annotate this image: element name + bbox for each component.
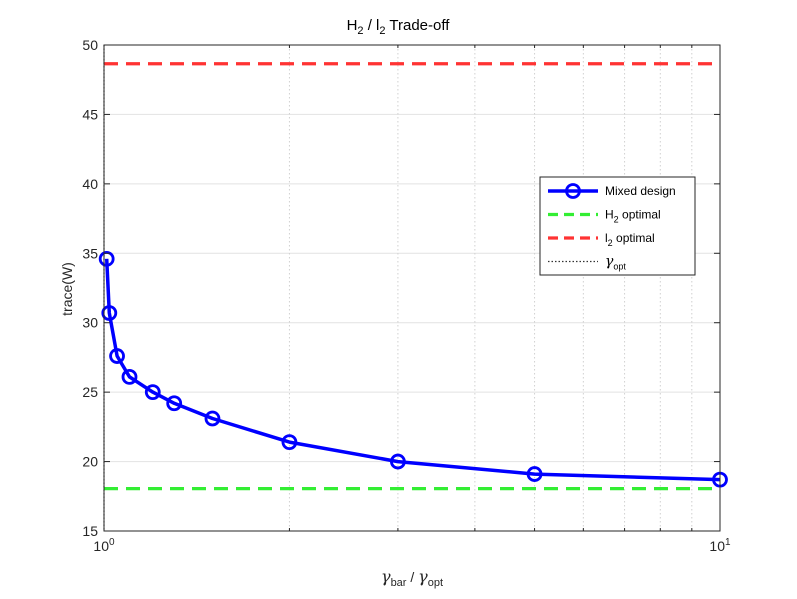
x-label-sub: opt [428,577,443,589]
x-label-part: γ [418,567,428,586]
x-label-part: γ [381,567,391,586]
legend-text-part: H [605,208,614,222]
x-tick-exponent: 1 [725,537,731,548]
mixed-design-point [109,348,125,364]
legend-entry-label: H2 optimal [605,208,661,225]
legend-mixed-marker [565,183,581,199]
mixed-design-point [526,466,543,482]
mixed-design-line [104,258,721,482]
y-tick-label: 40 [82,176,98,192]
x-tick-label: 101 [709,537,731,554]
plot-area [104,45,720,531]
x-label-sub: bar [391,577,407,589]
title-sub: 2 [379,25,385,37]
y-tick-label: 45 [82,106,98,122]
mixed-design-point [281,434,298,451]
legend-entry-label: γopt [605,254,626,272]
title-part: / l [364,17,380,34]
mixed-design-point [101,305,118,321]
legend-text-part: optimal [613,231,655,245]
title-part: Trade-off [386,17,451,34]
title-part: H [347,17,358,34]
x-label-part: / [406,569,418,585]
x-tick-label: 100 [93,537,115,554]
mixed-design-point [390,453,406,470]
x-axis-label: γbar / γopt [381,567,443,589]
legend-text-sub: 2 [614,215,619,225]
mixed-design-point [204,410,221,427]
legend-entry-label: l2 optimal [605,231,655,248]
mixed-design-point [98,250,115,267]
title-sub: 2 [357,25,363,37]
y-tick-label: 25 [82,384,98,400]
y-tick-label: 30 [82,315,98,331]
y-axis-label: trace(W) [59,262,75,316]
y-tick-label: 35 [82,245,98,261]
x-tick-base: 10 [709,538,725,554]
chart-title: H2 / l2 Trade-off [347,17,451,37]
legend-text-part: l [605,231,608,245]
mixed-design-point [121,368,138,385]
y-tick-label: 20 [82,454,98,470]
plot-frame [103,44,721,532]
legend-entry-label: Mixed design [605,184,676,198]
legend-text-part: Mixed design [605,184,676,198]
legend-text-part: γ [605,254,614,270]
legend-text-part: optimal [619,208,661,222]
mixed-design-point [166,395,183,412]
legend-text-sub: opt [613,262,626,272]
y-tick-label: 50 [82,37,98,53]
x-tick-base: 10 [93,538,109,554]
grid [104,45,720,531]
x-tick-exponent: 0 [109,537,115,548]
legend-text-sub: 2 [608,238,613,248]
y-tick-label: 15 [82,523,98,539]
mixed-design-point [144,384,161,401]
